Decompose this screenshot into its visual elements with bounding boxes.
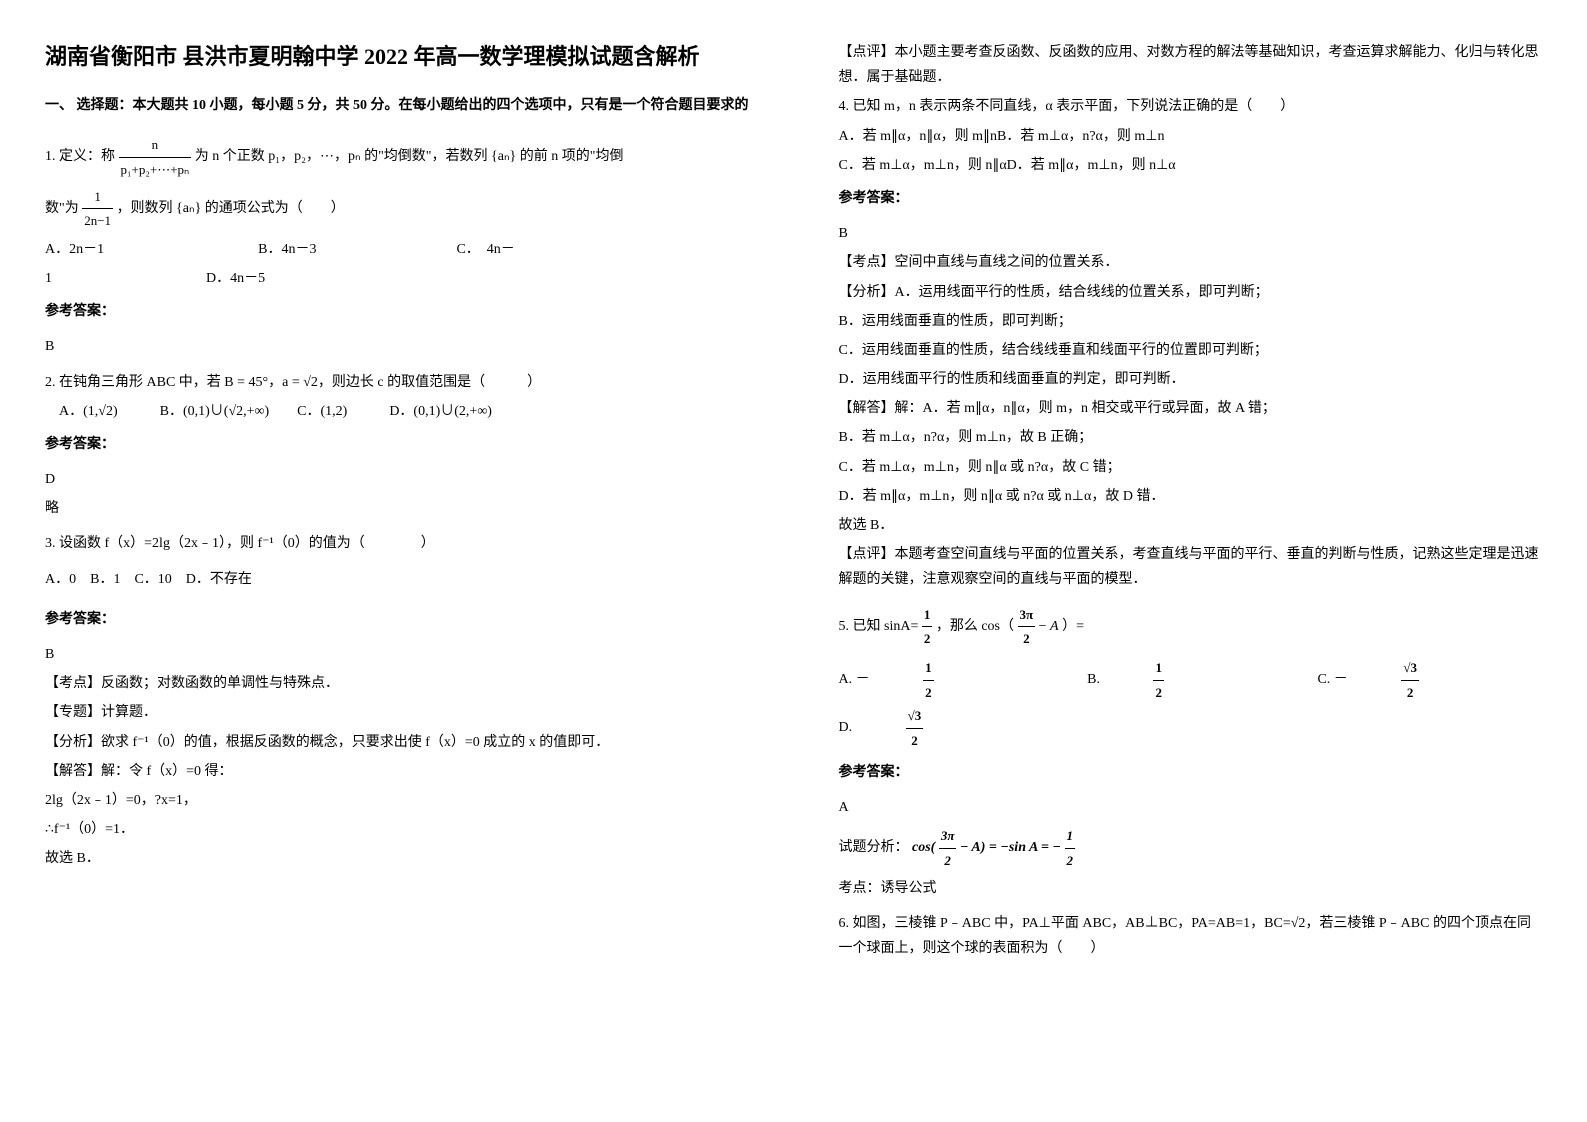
q4-line-6: B．若 m⊥α，n?α，则 m⊥n，故 B 正确； [839,425,1543,450]
q5-formula: cos( 3π2 − A) = −sin A = − 12 [912,840,1075,855]
frac-den: 2 [1018,627,1036,650]
q5-text: 5. 已知 sinA= 1 2 ，那么 cos（ 3π 2 − A ）= [839,603,1543,651]
q5-choices: A. － 12 B. 12 C. － √32 D. √32 [839,656,1543,752]
q5-text2: ，那么 cos（ [936,619,1014,634]
q1-choices2: 1 D．4n－5 [45,266,749,291]
q1-prefix: 1. 定义：称 [45,149,115,164]
section-header: 一、 选择题：本大题共 10 小题，每小题 5 分，共 50 分。在每小题给出的… [45,93,749,118]
q4-answer: B [839,221,1543,246]
q2-choices: A．(1,√2) B．(0,1)∪(√2,+∞) C．(1,2) D．(0,1)… [45,399,749,424]
frac-b: 12 [1153,656,1214,704]
answer-label: 参考答案： [45,607,749,632]
frac-den: 2n−1 [82,209,113,232]
q3-line-3: 【解答】解：令 f（x）=0 得： [45,759,749,784]
q4-line-10: 【点评】本题考查空间直线与平面的位置关系，考查直线与平面的平行、垂直的判断与性质… [839,542,1543,592]
question-6: 6. 如图，三棱锥 P﹣ABC 中，PA⊥平面 ABC，AB⊥BC，PA=AB=… [839,911,1543,961]
q4-choiceA: A．若 m∥α，n∥α，则 m∥nB．若 m⊥α，n?α，则 m⊥n [839,124,1543,149]
q3-choices: A．0 B．1 C．10 D．不存在 [45,567,749,592]
q3-line-4: 2lg（2x﹣1）=0，?x=1， [45,788,749,813]
answer-label: 参考答案： [839,186,1543,211]
left-column: 湖南省衡阳市 县洪市夏明翰中学 2022 年高一数学理模拟试题含解析 一、 选择… [0,0,794,1122]
q3-line-1: 【专题】计算题． [45,700,749,725]
q1-fraction-1: n p₁+p₂+⋯+pₙ [119,133,192,181]
q5-text1: 5. 已知 sinA= [839,619,919,634]
q3-cont-0: 【点评】本小题主要考查反函数、反函数的应用、对数方程的解法等基础知识，考查运算求… [839,40,1543,90]
question-1: 1. 定义：称 n p₁+p₂+⋯+pₙ 为 n 个正数 p₁，p₂，⋯，pₙ … [45,133,749,359]
choice-b-label: B. [1087,672,1100,687]
question-5: 5. 已知 sinA= 1 2 ，那么 cos（ 3π 2 − A ）= A. … [839,603,1543,902]
frac-den: 2 [922,627,933,650]
q3-line-2: 【分析】欲求 f⁻¹（0）的值，根据反函数的概念，只要求出使 f（x）=0 成立… [45,730,749,755]
q5-text3: ）= [1062,619,1084,634]
question-2: 2. 在钝角三角形 ABC 中，若 B = 45°，a = √2，则边长 c 的… [45,370,749,522]
q1-line1: 1. 定义：称 n p₁+p₂+⋯+pₙ 为 n 个正数 p₁，p₂，⋯，pₙ … [45,133,749,181]
q4-line-9: 故选 B． [839,513,1543,538]
q4-line-7: C．若 m⊥α，m⊥n，则 n∥α 或 n?α，故 C 错； [839,455,1543,480]
q1-text3: ，则数列 {aₙ} 的通项公式为（ ） [117,201,345,216]
q6-text: 6. 如图，三棱锥 P﹣ABC 中，PA⊥平面 ABC，AB⊥BC，PA=AB=… [839,911,1543,961]
frac-num: 3π [1018,603,1036,627]
frac-a: 12 [923,656,984,704]
frac-num: 1 [82,185,113,209]
q5-answer: A [839,795,1543,820]
frac-num: n [119,133,192,157]
answer-label: 参考答案： [45,432,749,457]
q2-answer: D [45,467,749,492]
answer-label: 参考答案： [839,760,1543,785]
q4-line-3: C．运用线面垂直的性质，结合线线垂直和线面平行的位置即可判断； [839,338,1543,363]
q4-line-4: D．运用线面平行的性质和线面垂直的判定，即可判断． [839,367,1543,392]
q4-line-1: 【分析】A．运用线面平行的性质，结合线线的位置关系，即可判断； [839,280,1543,305]
q1-line2: 数"为 1 2n−1 ，则数列 {aₙ} 的通项公式为（ ） [45,185,749,233]
q2-text: 2. 在钝角三角形 ABC 中，若 B = 45°，a = √2，则边长 c 的… [45,370,749,395]
q1-answer: B [45,334,749,359]
frac-d: √32 [906,704,974,752]
q3-answer: B [45,642,749,667]
q3-line-6: 故选 B． [45,846,749,871]
q5-point: 考点：诱导公式 [839,876,1543,901]
question-3: 3. 设函数 f（x）=2lg（2x﹣1），则 f⁻¹（0）的值为（ ） A．0… [45,531,749,871]
choice-a-label: A. － [839,672,870,687]
choice-c-label: C. － [1317,672,1347,687]
q4-text: 4. 已知 m，n 表示两条不同直线，α 表示平面，下列说法正确的是（ ） [839,94,1543,119]
q1-text2: 数"为 [45,201,79,216]
q1-fraction-2: 1 2n−1 [82,185,113,233]
answer-label: 参考答案： [45,299,749,324]
frac-den: p₁+p₂+⋯+pₙ [119,158,192,181]
q1-choices: A．2n－1 B．4n－3 C． 4n－ [45,237,749,262]
q5-choiceC: C. － √32 [1317,672,1518,687]
q5-frac-1: 1 2 [922,603,933,651]
document-title: 湖南省衡阳市 县洪市夏明翰中学 2022 年高一数学理模拟试题含解析 [45,40,749,73]
q3-line-0: 【考点】反函数；对数函数的单调性与特殊点． [45,671,749,696]
frac-c: √32 [1401,656,1469,704]
analysis-label: 试题分析： [839,840,909,855]
q5-choiceB: B. 12 [1087,672,1267,687]
q5-choiceA: A. － 12 [839,672,1038,687]
q4-line-8: D．若 m∥α，m⊥n，则 n∥α 或 n?α 或 n⊥α，故 D 错． [839,484,1543,509]
q5-analysis: 试题分析： cos( 3π2 − A) = −sin A = − 12 [839,824,1543,872]
frac-num: 1 [922,603,933,627]
q3-line-5: ∴f⁻¹（0）=1． [45,817,749,842]
q4-line-5: 【解答】解：A．若 m∥α，n∥α，则 m，n 相交或平行或异面，故 A 错； [839,396,1543,421]
q3-text: 3. 设函数 f（x）=2lg（2x﹣1），则 f⁻¹（0）的值为（ ） [45,531,749,556]
q5-choiceD: D. √32 [839,720,1024,735]
frac-formula: 3π2 [939,824,957,872]
q4-line-2: B．运用线面垂直的性质，即可判断； [839,309,1543,334]
q4-choiceC: C．若 m⊥α，m⊥n，则 n∥αD．若 m∥α，m⊥n，则 n⊥α [839,153,1543,178]
q2-brief: 略 [45,496,749,521]
question-4: 4. 已知 m，n 表示两条不同直线，α 表示平面，下列说法正确的是（ ） A．… [839,94,1543,592]
choice-d-label: D. [839,720,853,735]
q4-line-0: 【考点】空间中直线与直线之间的位置关系． [839,250,1543,275]
q5-frac-2: 3π 2 [1018,603,1036,651]
q5-minus-a: − A [1039,619,1059,634]
q1-text1: 为 n 个正数 p₁，p₂，⋯，pₙ 的"均倒数"，若数列 {aₙ} 的前 n … [195,149,624,164]
frac-formula2: 12 [1065,824,1076,872]
right-column: 【点评】本小题主要考查反函数、反函数的应用、对数方程的解法等基础知识，考查运算求… [794,0,1587,1122]
